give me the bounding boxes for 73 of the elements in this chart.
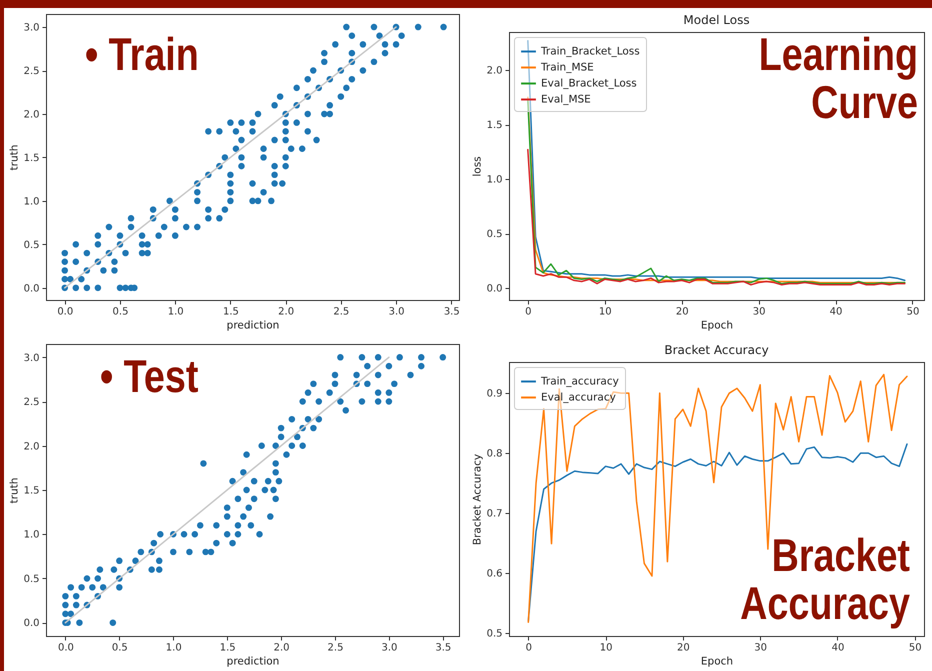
x-tick-label: 0.5 <box>112 642 128 654</box>
y-tick-label: 2.0 <box>24 441 40 452</box>
x-tick-label: 2.0 <box>274 642 290 654</box>
x-tick-label: 0 <box>525 306 532 318</box>
y-tick-label: 0.0 <box>24 283 40 294</box>
x-tick-label: 1.5 <box>220 642 236 654</box>
y-tick-label: 1.5 <box>486 120 502 132</box>
x-tick-label: 1.0 <box>166 642 182 654</box>
x-axis-title: Epoch <box>700 656 734 668</box>
x-tick-label: 10 <box>598 306 612 318</box>
x-tick-label: 10 <box>600 642 612 654</box>
y-tick-label: 0.5 <box>24 574 40 585</box>
y-axis-title: loss <box>472 156 484 177</box>
y-tick-label: 2.5 <box>24 66 40 78</box>
y-tick-label: 0.5 <box>486 628 502 640</box>
x-axis-title: Epoch <box>700 320 734 332</box>
y-tick-label: 3.0 <box>24 22 40 34</box>
y-tick-label: 3.0 <box>24 352 40 364</box>
chart-title: Model Loss <box>683 13 750 27</box>
x-tick-label: 2.5 <box>328 642 344 654</box>
x-tick-label: 0.0 <box>58 642 74 654</box>
legend-label: Eval_MSE <box>541 94 591 106</box>
x-tick-label: 3.5 <box>444 306 460 318</box>
y-axis-title: truth <box>8 478 21 504</box>
annotation: • Train <box>85 28 200 80</box>
annotation: Bracket Accuracy <box>739 529 910 629</box>
y-tick-label: 0.0 <box>24 618 40 630</box>
y-tick-label: 0.9 <box>486 388 502 400</box>
legend-label: Train_MSE <box>540 62 594 74</box>
y-tick-label: 2.0 <box>486 66 502 77</box>
x-tick-label: 3.5 <box>435 642 452 654</box>
y-tick-label: 0.7 <box>486 508 502 520</box>
y-axis-title: truth <box>8 144 21 170</box>
y-tick-label: 1.0 <box>486 174 502 186</box>
x-tick-label: 2.0 <box>278 306 294 318</box>
y-tick-label: 0.0 <box>486 284 502 295</box>
legend-label: Train_Bracket_Loss <box>540 46 640 58</box>
annotation: Learning Curve <box>758 28 918 128</box>
y-tick-label: 1.0 <box>24 530 40 541</box>
annotation: • Test <box>100 350 200 402</box>
y-tick-label: 1.5 <box>24 152 40 164</box>
x-tick-label: 3.0 <box>388 306 405 318</box>
x-tick-label: 0 <box>526 642 532 654</box>
y-tick-label: 0.6 <box>486 568 502 580</box>
x-axis-title: prediction <box>226 656 280 668</box>
x-tick-label: 0.5 <box>112 306 128 318</box>
y-tick-label: 2.0 <box>24 109 40 120</box>
y-tick-label: 1.0 <box>24 196 40 208</box>
x-tick-label: 40 <box>832 642 844 654</box>
x-tick-label: 30 <box>752 306 766 318</box>
y-tick-label: 0.5 <box>24 240 40 251</box>
y-tick-label: 0.5 <box>486 229 502 240</box>
y-tick-label: 0.8 <box>486 448 502 460</box>
x-tick-label: 50 <box>908 642 922 654</box>
chart-title: Bracket Accuracy <box>664 343 769 357</box>
line-series <box>527 148 906 286</box>
x-tick-label: 50 <box>906 306 920 318</box>
x-tick-label: 1.5 <box>222 306 239 318</box>
x-tick-label: 30 <box>754 642 768 654</box>
x-tick-label: 40 <box>830 306 842 318</box>
y-axis-title: Bracket Accuracy <box>472 454 484 546</box>
y-tick-label: 2.5 <box>24 397 40 408</box>
x-tick-label: 20 <box>676 306 689 318</box>
legend-label: Eval_accuracy <box>541 392 616 404</box>
y-tick-label: 1.5 <box>24 486 40 496</box>
x-tick-label: 20 <box>677 642 690 654</box>
x-tick-label: 0.0 <box>57 306 74 318</box>
x-axis-title: prediction <box>226 320 280 332</box>
x-tick-label: 2.5 <box>333 306 350 318</box>
x-tick-label: 1.0 <box>168 306 184 318</box>
legend-label: Eval_Bracket_Loss <box>541 78 637 90</box>
x-tick-label: 3.0 <box>381 642 398 654</box>
legend-label: Train_accuracy <box>540 376 619 388</box>
